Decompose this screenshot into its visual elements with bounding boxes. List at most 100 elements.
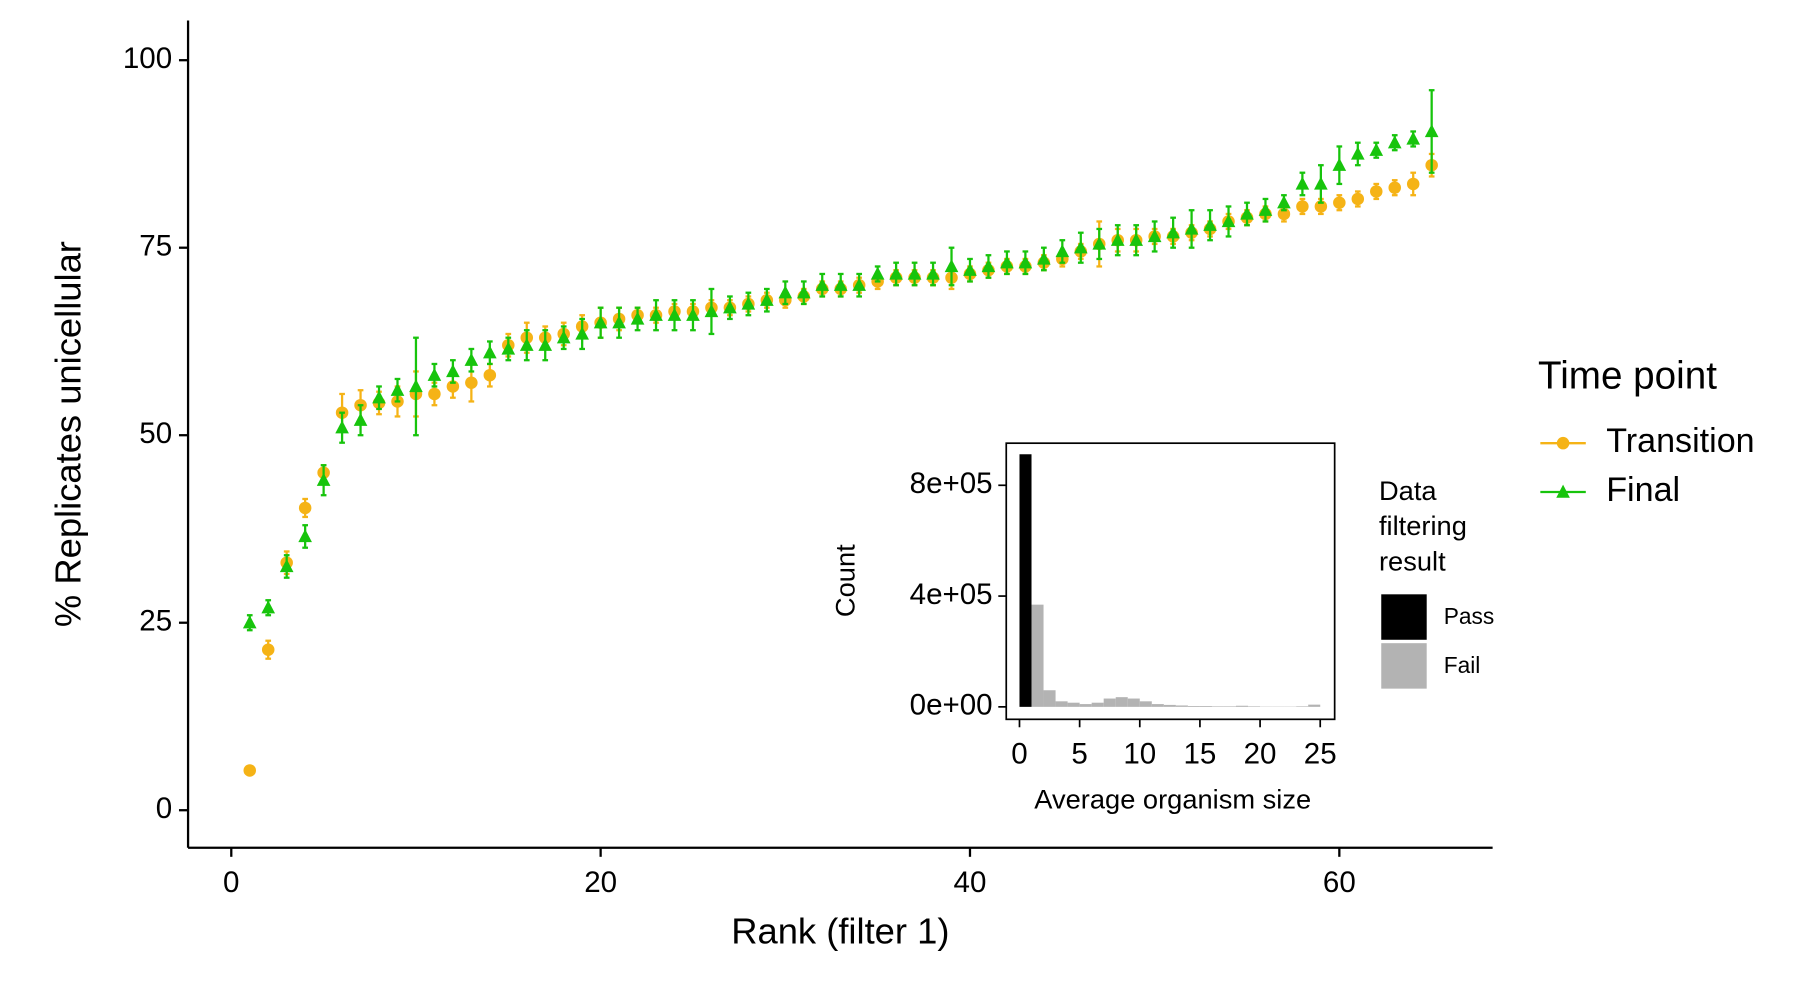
y-tick-label: 4e+05 — [910, 578, 993, 611]
data-point — [1037, 251, 1051, 265]
histogram-bar — [1055, 701, 1068, 707]
data-point — [1221, 214, 1236, 228]
histogram-bar — [1079, 704, 1092, 707]
x-tick-label: 10 — [1123, 737, 1156, 770]
data-point — [1073, 240, 1088, 254]
data-point — [1370, 185, 1383, 198]
histogram-bar — [1187, 706, 1200, 707]
histogram-bar — [1308, 704, 1321, 707]
data-point — [556, 330, 571, 344]
histogram-bar — [1223, 706, 1237, 707]
x-tick-label: 15 — [1183, 737, 1216, 770]
data-point — [483, 368, 497, 382]
data-point — [630, 311, 645, 325]
legend-title-box: Data filtering result — [1378, 476, 1467, 578]
data-point — [1351, 192, 1365, 206]
histogram-bar — [1248, 706, 1261, 707]
data-point — [390, 382, 405, 396]
legend-label: Final — [1606, 471, 1680, 509]
x-axis-title: Average organism size — [1034, 783, 1311, 814]
data-point — [538, 337, 553, 351]
data-point — [501, 341, 516, 355]
data-point — [1277, 207, 1291, 221]
data-point — [1388, 181, 1401, 194]
legend-marker — [1556, 484, 1570, 498]
x-axis-title: Rank (filter 1) — [731, 911, 949, 952]
histogram-bar — [1067, 702, 1080, 707]
legend-key — [1381, 594, 1427, 640]
histogram-bar — [1091, 702, 1104, 707]
legend-key — [1381, 643, 1427, 689]
data-point — [1296, 200, 1309, 213]
data-point — [796, 285, 811, 299]
data-point — [593, 315, 608, 329]
data-point — [483, 345, 497, 359]
data-point — [963, 262, 977, 276]
data-point — [372, 390, 386, 404]
data-point — [279, 559, 294, 573]
data-point — [409, 379, 423, 393]
data-point — [723, 300, 737, 314]
data-point — [1110, 232, 1125, 246]
histogram-bar — [1175, 705, 1188, 707]
histogram-bar — [1296, 706, 1309, 707]
data-point — [1406, 131, 1421, 145]
data-point — [1314, 200, 1328, 213]
data-point — [612, 315, 626, 329]
data-point — [1406, 177, 1420, 191]
data-point — [704, 304, 719, 318]
data-point — [298, 529, 312, 543]
background — [11, 0, 1789, 1000]
data-point — [686, 307, 700, 321]
legend-label: Fail — [1444, 652, 1481, 678]
data-point — [889, 266, 903, 280]
data-point — [1203, 217, 1217, 231]
legend-title: Data filtering result — [1378, 476, 1467, 578]
y-tick-label: 25 — [139, 605, 172, 638]
data-point — [1055, 244, 1070, 258]
histogram-bar — [1236, 705, 1249, 707]
histogram-bar — [1127, 698, 1140, 707]
data-point — [907, 266, 922, 280]
x-tick-label: 40 — [954, 866, 987, 899]
data-point — [667, 307, 682, 321]
data-point — [981, 259, 996, 273]
histogram-bar — [1115, 697, 1128, 707]
data-point — [575, 326, 589, 340]
x-tick-label: 0 — [1011, 737, 1027, 770]
data-point — [1092, 236, 1107, 250]
data-point — [446, 380, 460, 393]
data-point — [1277, 195, 1291, 209]
inset-background — [1006, 443, 1335, 720]
data-point — [1258, 202, 1273, 216]
x-tick-label: 5 — [1071, 737, 1087, 770]
legend-title: Time point — [1538, 355, 1717, 398]
data-point — [741, 296, 756, 310]
data-point — [428, 387, 441, 401]
histogram-bar — [1031, 604, 1044, 707]
y-tick-label: 0 — [156, 792, 172, 825]
data-point — [446, 364, 460, 378]
data-point — [464, 352, 479, 366]
data-point — [870, 266, 885, 280]
data-point — [1350, 146, 1365, 160]
legend-label: Transition — [1606, 422, 1754, 460]
legend-marker — [1556, 436, 1570, 450]
histogram-bar — [1211, 706, 1224, 707]
data-point — [1000, 255, 1014, 269]
data-point — [298, 501, 312, 515]
data-point — [261, 600, 276, 614]
y-tick-label: 100 — [123, 42, 172, 75]
histogram-bar — [1103, 698, 1116, 707]
histogram-bar — [1139, 701, 1152, 707]
data-point — [926, 266, 940, 280]
data-point — [243, 764, 256, 777]
y-axis-title: Count — [829, 544, 860, 617]
legend-label: Pass — [1444, 603, 1495, 629]
data-point — [778, 285, 793, 299]
x-tick-label: 20 — [1244, 737, 1277, 770]
data-point — [1387, 135, 1402, 149]
data-point — [1314, 176, 1328, 190]
data-point — [427, 367, 442, 381]
